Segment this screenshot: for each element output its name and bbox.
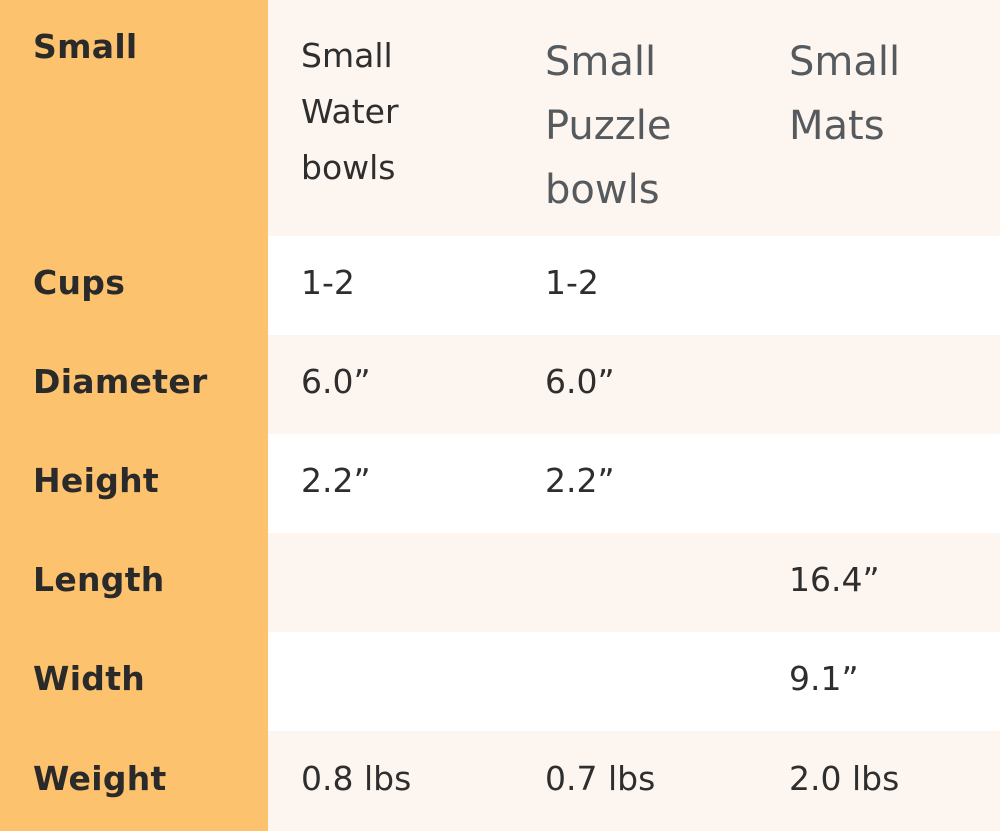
row-label: Diameter (0, 335, 268, 434)
row-label: Weight (0, 731, 268, 831)
column-header-water-bowls: Small Water bowls (268, 0, 512, 236)
table-cell: 0.8 lbs (268, 731, 512, 831)
table-row-width: Width 9.1” (0, 632, 1000, 731)
row-label: Small (0, 0, 268, 236)
table-cell: 2.2” (512, 434, 756, 533)
column-header-text: Small Puzzle bowls (545, 39, 672, 213)
table-cell (756, 434, 1000, 533)
table-cell: 1-2 (268, 236, 512, 335)
table-row-cups: Cups 1-2 1-2 (0, 236, 1000, 335)
table-cell (512, 533, 756, 632)
row-label: Width (0, 632, 268, 731)
table-cell: 9.1” (756, 632, 1000, 731)
table-cell: 6.0” (512, 335, 756, 434)
table-cell: 1-2 (512, 236, 756, 335)
row-label: Height (0, 434, 268, 533)
column-header-text: Small Water bowls (301, 36, 399, 188)
header-row: Small Small Water bowls Small Puzzle bow… (0, 0, 1000, 236)
column-header-text: Small Mats (789, 39, 901, 149)
table-cell (512, 632, 756, 731)
column-header-mats: Small Mats (756, 0, 1000, 236)
table-row-diameter: Diameter 6.0” 6.0” (0, 335, 1000, 434)
table-row-weight: Weight 0.8 lbs 0.7 lbs 2.0 lbs (0, 731, 1000, 831)
table-cell: 0.7 lbs (512, 731, 756, 831)
table-row-length: Length 16.4” (0, 533, 1000, 632)
table-cell (756, 335, 1000, 434)
table-cell (756, 236, 1000, 335)
row-label: Cups (0, 236, 268, 335)
table-cell: 16.4” (756, 533, 1000, 632)
table-cell (268, 533, 512, 632)
table-cell (268, 632, 512, 731)
column-header-puzzle-bowls: Small Puzzle bowls (512, 0, 756, 236)
table-row-height: Height 2.2” 2.2” (0, 434, 1000, 533)
table-cell: 6.0” (268, 335, 512, 434)
row-label: Length (0, 533, 268, 632)
table-cell: 2.0 lbs (756, 731, 1000, 831)
table-cell: 2.2” (268, 434, 512, 533)
